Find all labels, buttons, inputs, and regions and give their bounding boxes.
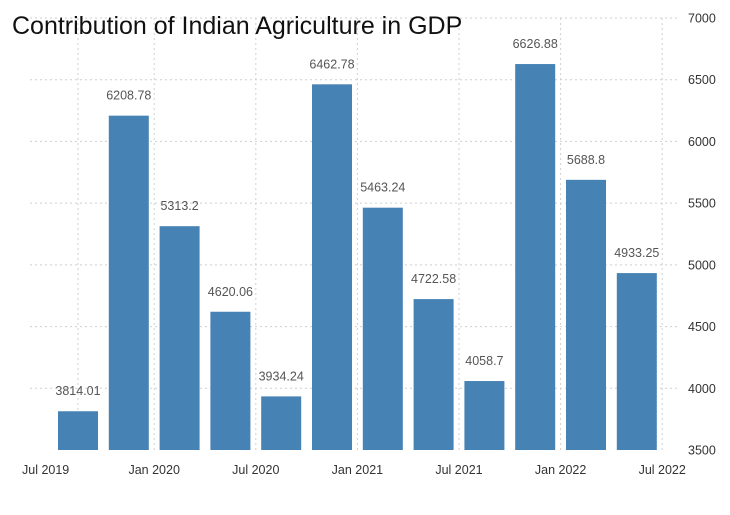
data-label: 4620.06 [208,285,253,299]
x-tick-label: Jan 2020 [128,463,179,477]
y-axis: 3500 4000 4500 5000 5500 6000 6500 7000 [688,12,716,458]
bar-2 [108,115,149,451]
y-tick-label: 4500 [688,320,716,334]
x-axis: Jul 2019 Jan 2020 Jul 2020 Jan 2021 Jul 2021… [22,463,686,477]
data-label: 6462.78 [309,57,354,71]
data-label: 5688.8 [567,153,605,167]
data-label: 6208.78 [106,89,151,103]
data-label: 4933.25 [614,246,659,260]
data-label: 4058.7 [465,354,503,368]
bar-10 [515,64,556,451]
y-tick-label: 5500 [688,197,716,211]
y-tick-label: 3500 [688,444,716,458]
x-tick-label: Jan 2022 [535,463,586,477]
y-tick-label: 4000 [688,382,716,396]
bar-9 [464,381,505,450]
chart-title: Contribution of Indian Agriculture in GD… [12,12,462,40]
bar-11 [566,179,606,450]
bar-6 [312,84,352,451]
x-tick-label: Jul 2021 [435,463,482,477]
y-tick-label: 5000 [688,258,716,272]
data-label: 3814.01 [55,384,100,398]
y-tick-label: 6000 [688,135,716,149]
data-label: 5313.2 [160,199,198,213]
x-tick-label: Jul 2022 [639,463,686,477]
data-label: 3934.24 [259,369,304,383]
data-label-layer: 3814.01 6208.78 5313.2 4620.06 3934.24 6462.7… [55,37,659,398]
bar-12 [616,273,657,450]
bar-7 [362,207,403,450]
x-tick-label: Jan 2021 [332,463,383,477]
data-label: 5463.24 [360,181,405,195]
bar-8 [413,299,454,450]
bar-1 [58,411,98,450]
data-label: 4722.58 [411,272,456,286]
bar-5 [261,396,302,450]
y-tick-label: 6500 [688,73,716,87]
x-tick-label: Jul 2019 [22,463,69,477]
bar-4 [210,311,251,450]
data-label: 6626.88 [513,37,558,51]
x-tick-label: Jul 2020 [232,463,279,477]
y-tick-label: 7000 [688,12,716,26]
bar-layer [58,64,657,451]
bar-3 [159,226,200,450]
